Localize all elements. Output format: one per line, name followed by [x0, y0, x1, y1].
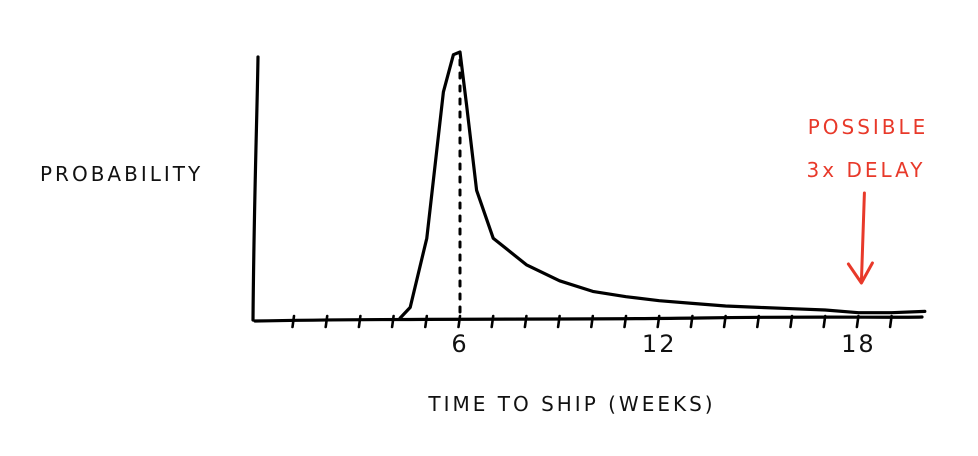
x-tick-mark — [656, 314, 661, 329]
x-tick-mark — [855, 314, 860, 329]
x-tick-mark — [589, 314, 595, 329]
x-tick-label-18: 18 — [841, 330, 876, 358]
x-tick-mark — [556, 314, 561, 329]
x-tick-mark — [457, 314, 462, 329]
x-tick-mark — [291, 314, 296, 329]
annotation-line-2: 3x DELAY — [807, 158, 926, 182]
x-tick-mark — [390, 314, 395, 329]
x-tick-mark — [523, 314, 528, 329]
x-axis-minor-ticks — [291, 314, 893, 329]
annotation-arrow — [846, 191, 874, 285]
annotation-line-1: POSSIBLE — [808, 115, 929, 139]
y-axis-label: PROBABILITY — [40, 162, 203, 186]
x-tick-label-6: 6 — [451, 330, 468, 358]
x-tick-mark — [623, 314, 628, 329]
x-tick-mark — [324, 314, 329, 329]
x-tick-mark — [689, 314, 694, 329]
x-tick-mark — [490, 314, 495, 329]
x-tick-label-12: 12 — [642, 330, 677, 358]
x-tick-mark — [755, 314, 761, 329]
x-tick-mark — [423, 314, 429, 329]
x-axis — [253, 315, 924, 323]
x-tick-mark — [888, 314, 893, 329]
x-tick-mark — [789, 314, 794, 329]
series-line-probability — [398, 50, 927, 320]
x-tick-mark — [357, 314, 362, 329]
x-axis-label: TIME TO SHIP (WEEKS) — [427, 392, 715, 416]
x-tick-mark — [822, 314, 827, 329]
y-axis — [251, 55, 260, 322]
x-tick-mark — [722, 314, 727, 329]
